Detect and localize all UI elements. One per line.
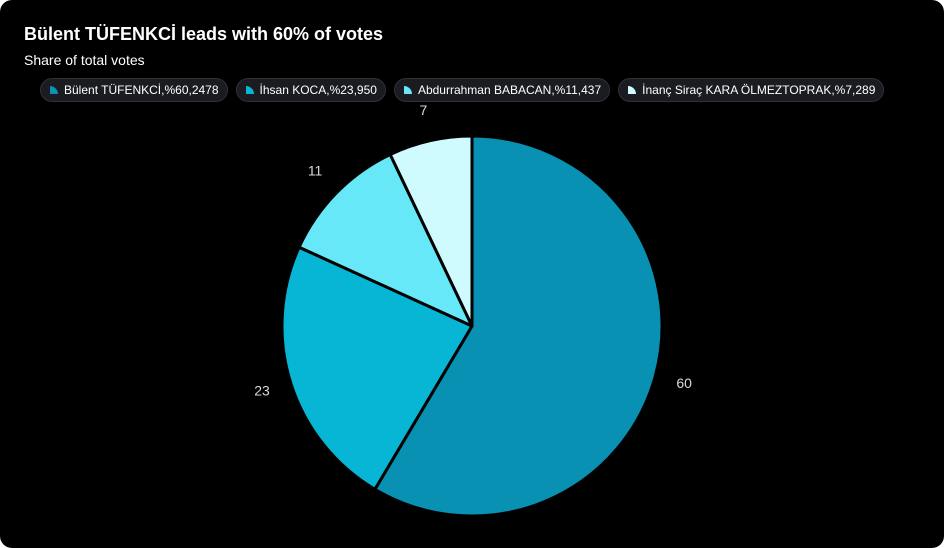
legend-swatch-icon [245, 85, 255, 95]
legend-item-tufenkci[interactable]: Bülent TÜFENKCİ,%60,2478 [40, 78, 228, 102]
slice-data-label: 7 [420, 102, 428, 118]
chart-subtitle: Share of total votes [24, 52, 145, 68]
slice-data-label: 11 [308, 162, 323, 178]
pie-slice-2[interactable] [297, 153, 474, 328]
slice-data-label: 60 [676, 375, 692, 391]
slice-data-label: 23 [254, 382, 270, 398]
pie-slice-0[interactable] [373, 134, 664, 518]
legend-item-koca[interactable]: İhsan KOCA,%23,950 [235, 78, 386, 102]
legend-label: Bülent TÜFENKCİ,%60,2478 [64, 83, 219, 97]
legend-item-olmeztoprak[interactable]: İnanç Siraç KARA ÖLMEZTOPRAK,%7,289 [618, 78, 885, 102]
legend-swatch-icon [49, 85, 59, 95]
pie-slice-3[interactable] [388, 134, 474, 328]
pie-slice-1[interactable] [280, 245, 474, 491]
chart-title: Bülent TÜFENKCİ leads with 60% of votes [24, 24, 384, 44]
legend-swatch-icon [403, 85, 413, 95]
legend-label: İhsan KOCA,%23,950 [259, 83, 377, 97]
legend-label: İnanç Siraç KARA ÖLMEZTOPRAK,%7,289 [642, 83, 876, 97]
legend-label: Abdurrahman BABACAN,%11,437 [417, 83, 602, 97]
legend-swatch-icon [627, 85, 637, 95]
chart-legend: Bülent TÜFENKCİ,%60,2478 İhsan KOCA,%23,… [40, 78, 885, 102]
legend-item-babacan[interactable]: Abdurrahman BABACAN,%11,437 [393, 78, 611, 102]
